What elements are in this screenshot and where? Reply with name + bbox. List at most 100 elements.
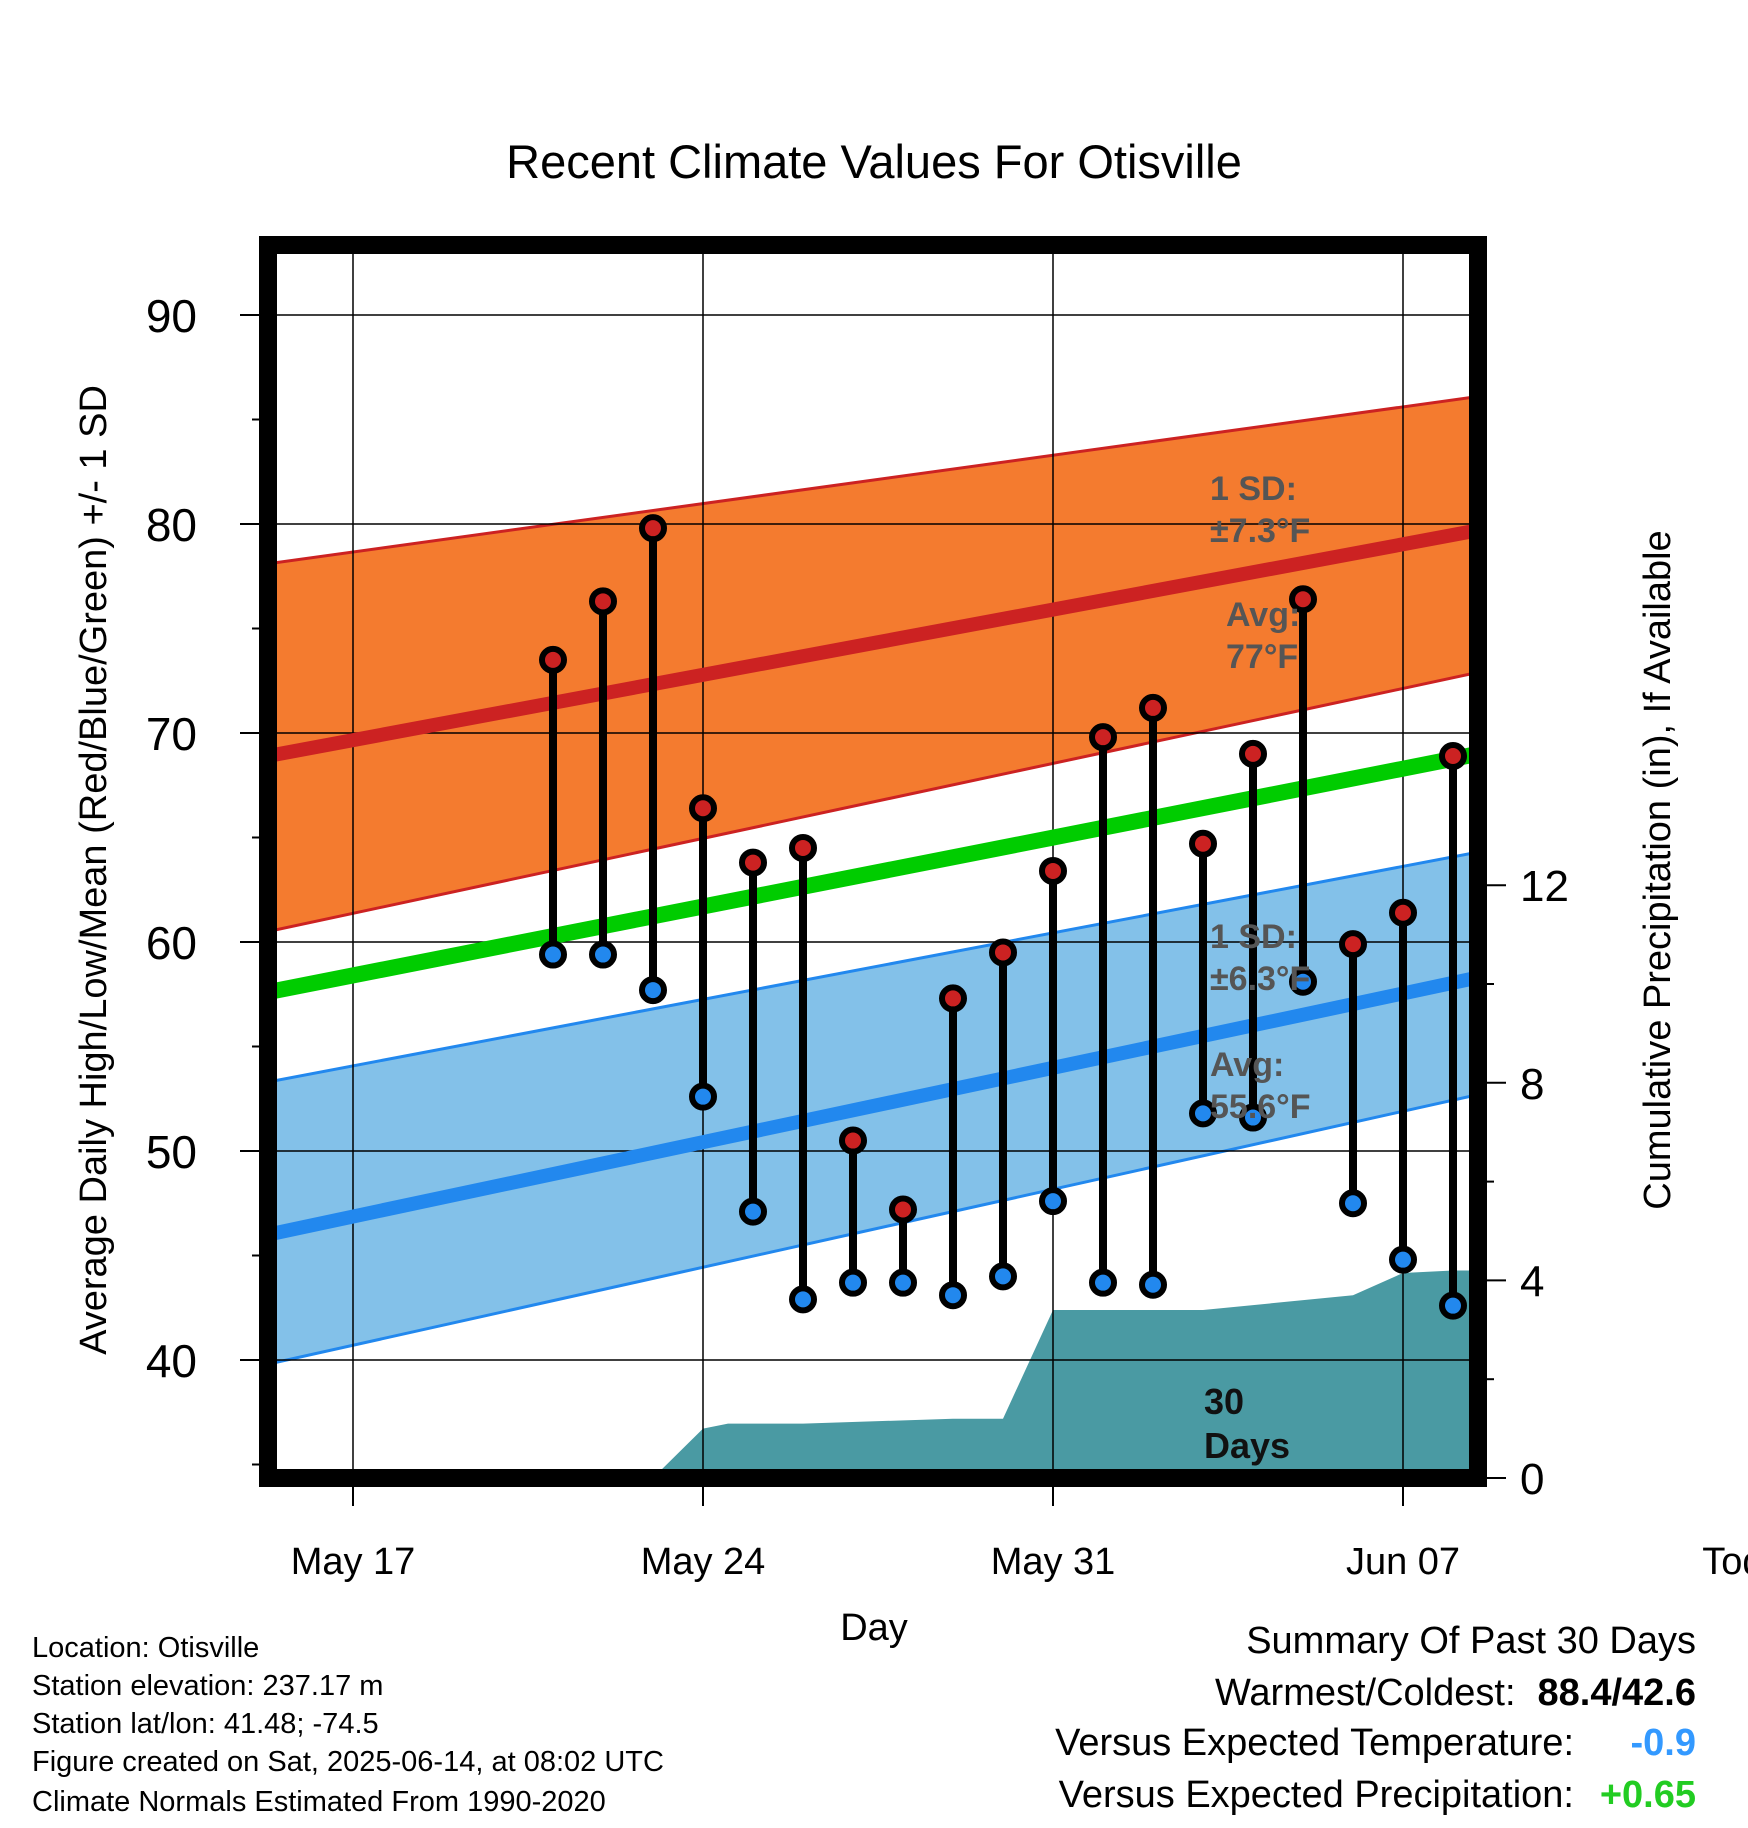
y2-tick-label: 4: [1520, 1257, 1544, 1306]
y2-tick-label: 8: [1520, 1060, 1544, 1109]
summary-warm-cold-value: 88.4/42.6: [1537, 1672, 1696, 1714]
plot-area: [268, 245, 1748, 1478]
high-point: [1139, 693, 1167, 722]
y-tick-label: 70: [146, 708, 197, 760]
low-point: [1239, 1103, 1267, 1132]
high-avg-line: [268, 523, 1478, 763]
high-point: [1592, 337, 1614, 359]
info-created: Figure created on Sat, 2025-06-14, at 08…: [32, 1746, 664, 1778]
low-point: [1542, 1161, 1564, 1183]
high-sd-annotation: 1 SD: ±7.3°F: [1210, 470, 1310, 550]
low-sd-band-lower-edge: [268, 1093, 1478, 1366]
summary-warm-cold: Warmest/Coldest: 88.4/42.6: [1215, 1672, 1696, 1715]
low-point: [1089, 1268, 1117, 1297]
low-point: [639, 976, 667, 1005]
low-sd-annotation: 1 SD: ±6.3°F: [1210, 918, 1310, 998]
high-point: [1289, 585, 1317, 614]
high-sd-band-lower-edge: [268, 670, 1478, 934]
high-point: [939, 984, 967, 1013]
info-latlon: Station lat/lon: 41.48; -74.5: [32, 1708, 379, 1740]
high-point: [689, 794, 717, 823]
high-point: [1339, 930, 1367, 959]
low-point: [1439, 1291, 1467, 1320]
high-point: [1239, 739, 1267, 768]
low-avg-label: Avg:: [1210, 1046, 1284, 1084]
low-point: [1389, 1245, 1417, 1274]
precip-area: [268, 1270, 1478, 1478]
low-point: [889, 1268, 917, 1297]
chart-title: Recent Climate Values For Otisville: [506, 135, 1242, 188]
x-tick-label: May 24: [641, 1541, 766, 1583]
low-point: [739, 1197, 767, 1226]
low-point: [539, 940, 567, 969]
high-point: [1439, 741, 1467, 770]
summary-title: Summary Of Past 30 Days: [1246, 1620, 1696, 1662]
y-axis-label: Average Daily High/Low/Mean (Red/Blue/Gr…: [73, 385, 115, 1355]
low-sd-value: ±6.3°F: [1210, 960, 1310, 998]
high-point: [1642, 448, 1664, 470]
high-point: [1742, 603, 1748, 625]
summary-precip-value: +0.65: [1599, 1774, 1696, 1816]
low-point: [1289, 967, 1317, 996]
plot-content: 40 50 60 70 80 90 0 4 8 12 May 17 May 24 May 31 Jun 0…: [146, 236, 1748, 1583]
x-tick-label: May 17: [291, 1541, 416, 1583]
high-point: [639, 514, 667, 543]
low-avg-line: [268, 970, 1478, 1242]
summary-precip-label: Versus Expected Precipitation:: [1058, 1774, 1574, 1816]
high-point: [1189, 829, 1217, 858]
window-days-number: 30: [1204, 1381, 1244, 1422]
y2-tick-label: 12: [1520, 862, 1569, 911]
low-point: [939, 1281, 967, 1310]
y-tick-label: 80: [146, 499, 197, 551]
high-point: [839, 1126, 867, 1155]
high-point: [1692, 622, 1714, 644]
x-axis-label: Day: [840, 1607, 908, 1649]
y-tick-label: 90: [146, 290, 197, 342]
high-point: [739, 848, 767, 877]
low-point: [989, 1262, 1017, 1291]
window-days-label: Days: [1204, 1425, 1290, 1466]
info-normals: Climate Normals Estimated From 1990-2020: [32, 1786, 606, 1818]
x-tick-label: Jun 07: [1346, 1541, 1460, 1583]
summary-precip: Versus Expected Precipitation: +0.65: [1059, 1774, 1696, 1817]
high-sd-band-upper-edge: [268, 395, 1478, 566]
high-point: [889, 1195, 917, 1224]
y2-axis-label: Cumulative Precipitation (in), If Availa…: [1637, 530, 1679, 1209]
high-point: [1389, 898, 1417, 927]
low-point: [1039, 1187, 1067, 1216]
low-point: [1592, 877, 1614, 899]
high-sd-label: 1 SD:: [1210, 470, 1297, 508]
summary-temp-label: Versus Expected Temperature:: [1055, 1722, 1574, 1764]
x-tick-label: Today: [1702, 1541, 1748, 1583]
low-avg-annotation: Avg: 55.6°F: [1210, 1046, 1311, 1126]
low-point: [839, 1268, 867, 1297]
plot-frame: [259, 236, 1487, 1487]
low-point: [1492, 1288, 1514, 1310]
low-point: [1189, 1099, 1217, 1128]
info-location: Location: Otisville: [32, 1632, 260, 1664]
today-low-avg-marker: [1738, 904, 1748, 934]
y2-tick-label: 0: [1520, 1455, 1544, 1504]
low-sd-label: 1 SD:: [1210, 918, 1297, 956]
high-avg-value: 77°F: [1226, 638, 1298, 676]
high-point: [1542, 392, 1564, 414]
x-tick-label: May 31: [991, 1541, 1116, 1583]
mean-avg-line: [268, 746, 1478, 1001]
low-point: [1339, 1189, 1367, 1218]
high-point: [539, 645, 567, 674]
y-tick-label: 60: [146, 917, 197, 969]
info-elevation: Station elevation: 237.17 m: [32, 1670, 384, 1702]
high-sd-band: [268, 396, 1478, 932]
low-avg-value: 55.6°F: [1210, 1088, 1311, 1126]
summary-warm-cold-label: Warmest/Coldest:: [1214, 1672, 1516, 1714]
summary-temp-value: -0.9: [1630, 1722, 1696, 1764]
high-avg-label: Avg:: [1226, 596, 1300, 634]
low-sd-band-upper-edge: [268, 850, 1478, 1084]
low-point: [589, 940, 617, 969]
high-point: [1039, 856, 1067, 885]
low-point: [689, 1082, 717, 1111]
low-point: [789, 1285, 817, 1314]
high-point: [1492, 563, 1514, 585]
low-point: [1139, 1270, 1167, 1299]
